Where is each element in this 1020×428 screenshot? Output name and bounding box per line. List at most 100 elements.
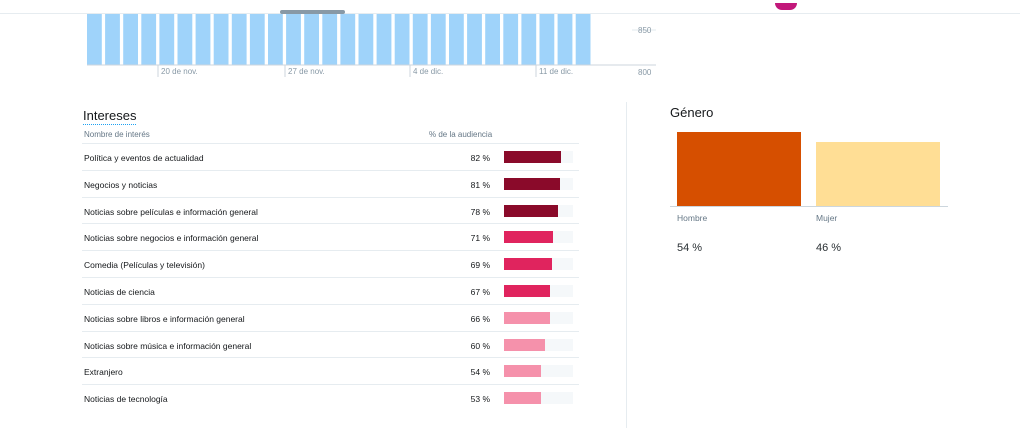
interest-bar-fill (504, 177, 560, 190)
interest-name: Noticias sobre negocios e información ge… (84, 233, 259, 244)
interest-row: Comedia (Películas y televisión) 69 % (82, 250, 579, 277)
follower-bar[interactable] (87, 14, 102, 65)
interest-bar-fill (504, 284, 551, 297)
interest-percent: 82 % (470, 153, 490, 163)
follower-bar[interactable] (430, 14, 446, 65)
interest-percent: 78 % (470, 206, 490, 217)
follower-bar[interactable] (177, 14, 193, 65)
follower-bar[interactable] (159, 14, 175, 65)
interest-row: Extranjero 54 % (82, 357, 579, 384)
interest-row: Noticias sobre música e información gene… (82, 330, 579, 358)
interest-name: Noticias sobre libros e información gene… (84, 313, 245, 324)
interest-name: Comedia (Películas y televisión) (84, 260, 205, 271)
interest-row: Noticias sobre películas e información g… (82, 196, 579, 224)
follower-bar[interactable] (123, 14, 138, 65)
follower-bar[interactable] (503, 14, 519, 65)
interest-name: Negocios y noticias (84, 179, 158, 190)
follower-bar[interactable] (521, 14, 537, 65)
interest-row: Negocios y noticias 81 % (82, 169, 579, 197)
gender-bar-mujer (816, 142, 940, 206)
interest-name: Noticias de ciencia (84, 286, 155, 297)
interest-bar-track (504, 311, 573, 324)
interest-name: Política y eventos de actualidad (84, 153, 204, 163)
x-tick-label: 20 de nov. (161, 67, 198, 76)
interest-bar-track (504, 258, 573, 271)
interest-bar-track (504, 284, 573, 297)
column-header-audience-percent: % de la audiencia (429, 130, 493, 139)
interests-title[interactable]: Intereses (83, 108, 137, 125)
follower-bar[interactable] (557, 14, 573, 65)
column-header-interest-name: Nombre de interés (84, 130, 150, 139)
follower-bar[interactable] (539, 14, 555, 65)
interest-bar-fill (504, 392, 541, 405)
y-tick-850: 850 (638, 26, 652, 35)
interest-percent: 71 % (470, 233, 490, 244)
section-divider (626, 102, 627, 428)
interest-bar-track (504, 338, 573, 351)
interest-percent: 60 % (470, 340, 490, 351)
follower-bar[interactable] (449, 14, 464, 65)
gender-value-mujer: 46 % (816, 242, 842, 254)
interest-bar-fill (504, 151, 561, 163)
interest-bar-fill (504, 338, 546, 351)
follower-bar[interactable] (141, 14, 157, 65)
interest-row: Noticias de tecnología 53 % (82, 384, 579, 411)
interest-percent: 81 % (470, 179, 490, 190)
interest-name: Extranjero (84, 367, 123, 378)
interest-row: Noticias sobre libros e información gene… (82, 303, 579, 331)
interest-percent: 54 % (470, 367, 490, 378)
interest-bar-track (504, 392, 573, 405)
gender-bar-hombre (677, 132, 801, 206)
chart-range-handle[interactable] (280, 10, 345, 14)
x-tick-label: 11 de dic. (539, 67, 573, 76)
interest-percent: 53 % (470, 394, 490, 405)
interest-bar-track (504, 151, 573, 163)
follower-bar[interactable] (195, 14, 211, 65)
interest-bar-fill (504, 365, 542, 378)
interest-row: Política y eventos de actualidad 82 % (82, 143, 579, 170)
gender-label-mujer: Mujer (816, 213, 838, 223)
follower-bar[interactable] (213, 14, 229, 65)
follower-bar[interactable] (268, 14, 283, 65)
interest-percent: 67 % (470, 286, 490, 297)
follower-bar[interactable] (340, 14, 356, 65)
gender-baseline (670, 206, 948, 207)
interest-bar-track (504, 177, 573, 190)
interest-bar-track (504, 231, 573, 244)
interest-row: Noticias sobre negocios e información ge… (82, 223, 579, 250)
x-tick-label: 4 de dic. (413, 67, 443, 76)
interest-name: Noticias de tecnología (84, 394, 168, 405)
interest-name: Noticias sobre música e información gene… (84, 340, 252, 351)
follower-bar[interactable] (575, 14, 591, 65)
follower-bar[interactable] (322, 14, 338, 65)
interest-percent: 66 % (470, 313, 490, 324)
follower-bar[interactable] (467, 14, 482, 65)
interest-bar-fill (504, 231, 553, 244)
follower-bar[interactable] (485, 14, 500, 65)
follower-bar[interactable] (231, 14, 247, 65)
follower-bar[interactable] (105, 14, 120, 65)
interests-table: Política y eventos de actualidad 82 % Nego… (82, 143, 579, 411)
gender-value-hombre: 54 % (677, 242, 703, 254)
top-divider (0, 13, 1020, 14)
follower-bar[interactable] (394, 14, 410, 65)
interest-bar-fill (504, 311, 550, 324)
interest-bar-fill (504, 204, 558, 217)
interest-bar-fill (504, 258, 552, 271)
followers-bar-chart: 20 de nov. 27 de nov. 4 de dic. 11 de dic. … (87, 14, 656, 77)
gender-title: Género (670, 105, 714, 120)
follower-bar[interactable] (412, 14, 428, 65)
follower-bar[interactable] (249, 14, 265, 65)
interest-row: Noticias de ciencia 67 % (82, 276, 579, 304)
interest-bar-track (504, 365, 573, 378)
interest-name: Noticias sobre películas e información g… (84, 206, 258, 217)
profile-indicator (775, 3, 797, 10)
y-tick-800: 800 (638, 68, 652, 77)
follower-bar[interactable] (358, 14, 374, 65)
interest-bar-track (504, 204, 573, 217)
follower-bar[interactable] (376, 14, 392, 65)
x-tick-label: 27 de nov. (288, 67, 325, 76)
follower-bar[interactable] (304, 14, 319, 65)
follower-bar[interactable] (286, 14, 301, 65)
interest-percent: 69 % (470, 260, 490, 271)
